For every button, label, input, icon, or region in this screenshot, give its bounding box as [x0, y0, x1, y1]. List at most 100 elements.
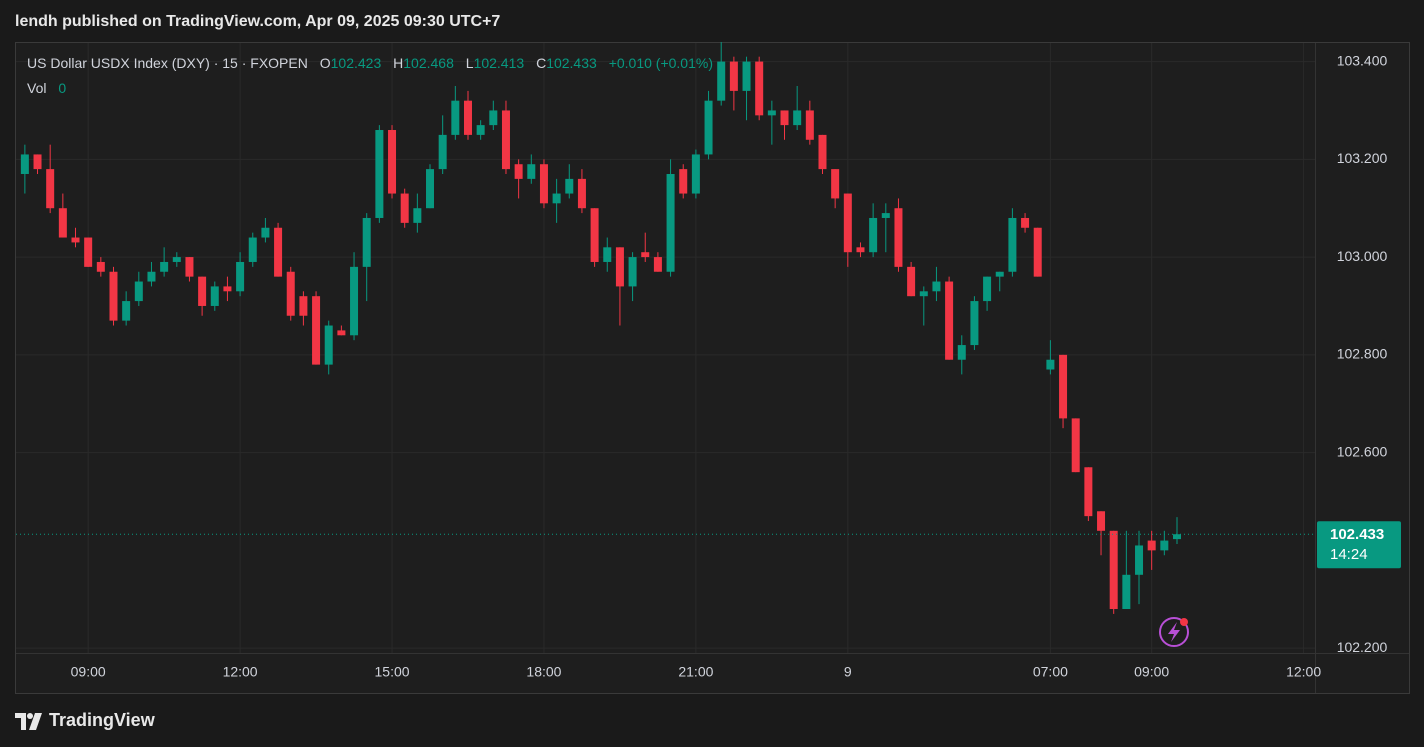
x-tick-label: 21:00: [678, 664, 713, 680]
candle-body: [324, 325, 333, 365]
candle-body: [628, 257, 637, 287]
candle-body: [881, 213, 890, 218]
candle-body: [1033, 227, 1042, 277]
close-value: 102.433: [546, 55, 597, 71]
candle-body: [552, 193, 561, 204]
candle-body: [869, 217, 878, 253]
candle-body: [641, 252, 650, 258]
candle-body: [945, 281, 954, 360]
alert-icon: [1159, 617, 1189, 647]
x-tick-label: 12:00: [1286, 664, 1321, 680]
candle-body: [666, 173, 675, 272]
candle-body: [1160, 540, 1169, 551]
x-tick-label: 09:00: [1134, 664, 1169, 680]
open-value: 102.423: [331, 55, 382, 71]
candle-body: [299, 296, 308, 316]
legend-line: US Dollar USDX Index (DXY) · 15 · FXOPEN…: [27, 55, 713, 71]
alert-bolt: [1168, 622, 1180, 642]
candle-body: [109, 271, 118, 321]
y-tick-label: 103.400: [1337, 52, 1388, 68]
candle-body: [312, 296, 321, 365]
candle-body: [527, 164, 536, 179]
candle-body: [248, 237, 257, 262]
candle-body: [375, 130, 384, 218]
candle-body: [122, 301, 131, 321]
candle-body: [894, 208, 903, 267]
candle-body: [1172, 534, 1181, 540]
candle-body: [995, 271, 1004, 277]
candle-body: [603, 247, 612, 262]
candle-body: [400, 193, 409, 223]
candles: [16, 42, 1315, 614]
candle-body: [147, 271, 156, 282]
candle-body: [983, 276, 992, 302]
candle-body: [590, 208, 599, 262]
candle-body: [1147, 540, 1156, 551]
candle-body: [615, 247, 624, 287]
open-label: O: [320, 55, 331, 71]
candle-body: [96, 261, 105, 272]
candle-body: [729, 61, 738, 91]
candle-body: [843, 193, 852, 253]
candle-body: [704, 100, 713, 155]
candle-body: [818, 134, 827, 170]
candle-body: [198, 276, 207, 306]
candle-body: [1046, 359, 1055, 370]
candle-body: [489, 110, 498, 126]
candle-body: [831, 169, 840, 199]
candle-body: [274, 227, 283, 277]
volume-line: Vol 0: [27, 80, 66, 96]
candle-body: [236, 261, 245, 292]
brand-name: TradingView: [49, 710, 156, 730]
candle-body: [742, 61, 751, 91]
candle-body: [793, 110, 802, 126]
x-tick-label: 12:00: [223, 664, 258, 680]
candle-body: [350, 266, 359, 336]
candle-body: [501, 110, 510, 170]
candle-body: [780, 110, 789, 126]
candle-body: [767, 110, 776, 116]
candle-body: [223, 286, 232, 292]
candle-body: [134, 281, 143, 302]
candle-body: [907, 266, 916, 297]
x-tick-label: 15:00: [375, 664, 410, 680]
y-tick-label: 102.800: [1337, 346, 1388, 362]
candle-body: [653, 257, 662, 272]
candle-body: [932, 281, 941, 292]
labels: 102.200 102.600 102.800 103.000 103.200 103.4…: [71, 52, 1401, 680]
logo-part: [27, 713, 33, 719]
x-tick-label: 9: [844, 664, 852, 680]
alert-dot: [1180, 618, 1188, 626]
candle-body: [919, 291, 928, 297]
candle-body: [691, 154, 700, 194]
candle-body: [210, 286, 219, 306]
candle-body: [426, 169, 435, 209]
candle-body: [577, 178, 586, 209]
candle-body: [20, 154, 29, 174]
candle-body: [1109, 530, 1118, 610]
candle-body: [1071, 418, 1080, 473]
candle-body: [46, 169, 55, 209]
change-value: +0.010 (+0.01%): [609, 55, 713, 71]
last-price-box: [1317, 521, 1401, 569]
candle-body: [679, 169, 688, 194]
candle-body: [160, 261, 169, 272]
candle-body: [463, 100, 472, 135]
candle-body: [970, 301, 979, 346]
low-value: 102.413: [474, 55, 525, 71]
high-label: H: [393, 55, 403, 71]
candle-body: [261, 227, 270, 238]
brand-logo: [15, 713, 42, 730]
symbol-title: US Dollar USDX Index (DXY) · 15 · FXOPEN: [27, 55, 308, 71]
candle-body: [58, 208, 67, 238]
candle-body: [856, 247, 865, 253]
candle-body: [1021, 217, 1030, 228]
candle-body: [755, 61, 764, 116]
candle-body: [438, 134, 447, 170]
candle-body: [172, 257, 181, 262]
candle-body: [476, 125, 485, 135]
candle-body: [286, 271, 295, 316]
candle-body: [565, 178, 574, 194]
logo-part: [15, 713, 26, 730]
candle-body: [805, 110, 814, 140]
